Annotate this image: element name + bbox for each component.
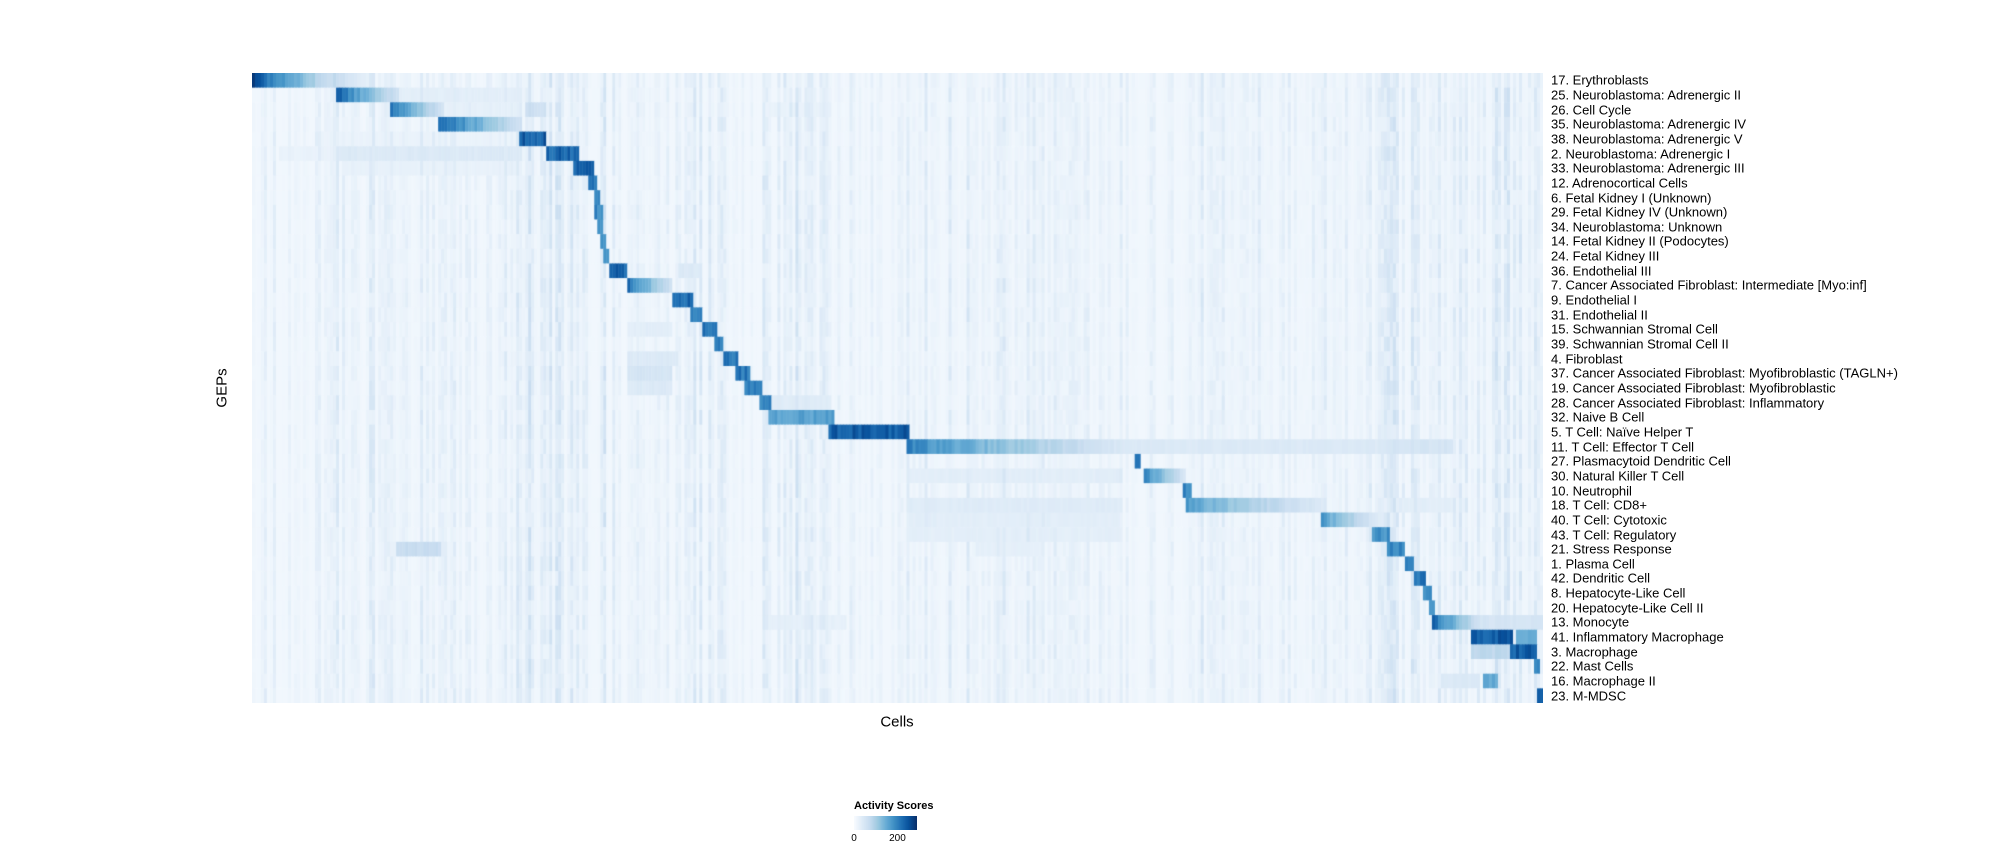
- row-label: 14. Fetal Kidney II (Podocytes): [1551, 233, 1729, 249]
- row-label: 10. Neutrophil: [1551, 483, 1632, 499]
- row-label: 19. Cancer Associated Fibroblast: Myofib…: [1551, 380, 1836, 396]
- row-label: 34. Neuroblastoma: Unknown: [1551, 219, 1723, 235]
- row-label: 30. Natural Killer T Cell: [1551, 468, 1685, 484]
- row-label: 28. Cancer Associated Fibroblast: Inflam…: [1551, 395, 1825, 411]
- row-label: 9. Endothelial I: [1551, 292, 1638, 308]
- row-label: 20. Hepatocyte-Like Cell II: [1551, 600, 1704, 616]
- row-label: 6. Fetal Kidney I (Unknown): [1551, 190, 1712, 206]
- row-labels: 17. Erythroblasts 25. Neuroblastoma: Adre…: [1551, 73, 2006, 703]
- row-label: 17. Erythroblasts: [1551, 72, 1649, 88]
- x-axis-label: Cells: [880, 713, 914, 731]
- row-label: 18. T Cell: CD8+: [1551, 497, 1647, 513]
- row-label: 21. Stress Response: [1551, 541, 1672, 557]
- row-label: 39. Schwannian Stromal Cell II: [1551, 336, 1729, 352]
- legend-ticks: 0 200: [851, 833, 917, 845]
- row-label: 35. Neuroblastoma: Adrenergic IV: [1551, 116, 1747, 132]
- legend-title: Activity Scores: [854, 800, 934, 812]
- row-label: 32. Naive B Cell: [1551, 409, 1645, 425]
- row-label: 37. Cancer Associated Fibroblast: Myofib…: [1551, 365, 1898, 381]
- row-label: 13. Monocyte: [1551, 614, 1630, 630]
- row-label: 12. Adrenocortical Cells: [1551, 175, 1688, 191]
- row-label: 22. Mast Cells: [1551, 658, 1634, 674]
- row-label: 29. Fetal Kidney IV (Unknown): [1551, 204, 1728, 220]
- row-label: 33. Neuroblastoma: Adrenergic III: [1551, 160, 1745, 176]
- row-label: 2. Neuroblastoma: Adrenergic I: [1551, 146, 1731, 162]
- row-label: 16. Macrophage II: [1551, 673, 1656, 689]
- row-label: 1. Plasma Cell: [1551, 556, 1635, 572]
- row-label: 7. Cancer Associated Fibroblast: Interme…: [1551, 277, 1867, 293]
- row-label: 15. Schwannian Stromal Cell: [1551, 321, 1718, 337]
- row-label: 41. Inflammatory Macrophage: [1551, 629, 1724, 645]
- y-axis-label: GEPs: [213, 368, 231, 408]
- row-label: 4. Fibroblast: [1551, 351, 1623, 367]
- row-label: 25. Neuroblastoma: Adrenergic II: [1551, 87, 1742, 103]
- row-label: 24. Fetal Kidney III: [1551, 248, 1660, 264]
- row-label: 42. Dendritic Cell: [1551, 570, 1650, 586]
- row-label: 31. Endothelial II: [1551, 307, 1648, 323]
- row-label: 5. T Cell: Naïve Helper T: [1551, 424, 1694, 440]
- row-label: 3. Macrophage: [1551, 644, 1638, 660]
- row-label: 43. T Cell: Regulatory: [1551, 527, 1677, 542]
- legend: Activity Scores 0 200: [851, 800, 1074, 845]
- row-label: 8. Hepatocyte-Like Cell: [1551, 585, 1686, 601]
- row-label: 40. T Cell: Cytotoxic: [1551, 512, 1667, 528]
- row-label: 27. Plasmacytoid Dendritic Cell: [1551, 453, 1731, 469]
- row-label: 23. M-MDSC: [1551, 688, 1627, 704]
- row-label: 36. Endothelial III: [1551, 263, 1652, 279]
- legend-tick-label: 0: [851, 833, 857, 844]
- legend-colorbar: [854, 816, 917, 830]
- row-label: 26. Cell Cycle: [1551, 102, 1632, 118]
- row-label: 38. Neuroblastoma: Adrenergic V: [1551, 131, 1743, 147]
- legend-tick-label: 200: [889, 833, 906, 844]
- row-label: 11. T Cell: Effector T Cell: [1551, 439, 1695, 455]
- heatmap-canvas: [252, 73, 1543, 703]
